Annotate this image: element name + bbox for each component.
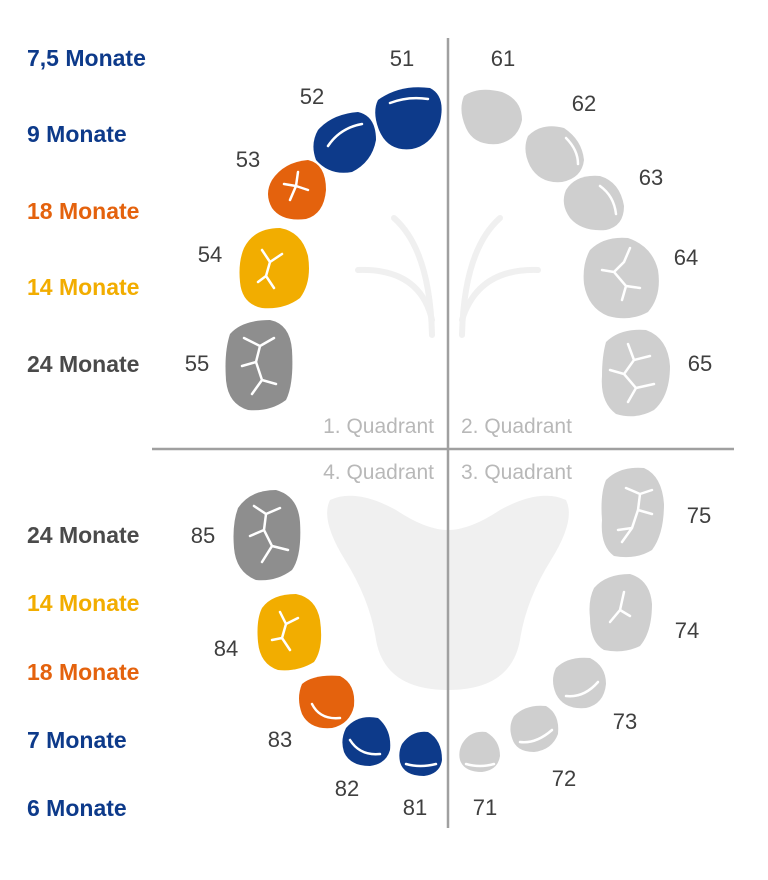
age-label-tooth-54: 14 Monate [27,274,139,300]
tooth-53-shape [268,160,326,220]
tooth-64-shape [583,237,659,319]
tooth-72 [510,705,559,752]
tooth-number-53: 53 [236,147,260,172]
tooth-73 [553,657,606,709]
tooth-number-74: 74 [675,618,699,643]
tooth-75-shape [601,467,664,558]
tooth-73-groove [564,680,600,698]
tooth-63 [563,175,624,231]
tooth-number-62: 62 [572,91,596,116]
tooth-81-groove [404,762,438,768]
lower-age-labels: 24 Monate 14 Monate 18 Monate 7 Monate 6… [27,522,139,821]
tooth-65-fissure [608,342,656,404]
tooth-52-shape [313,112,376,173]
tooth-number-61: 61 [491,46,515,71]
tooth-72-groove [518,728,554,744]
tooth-55 [225,320,293,411]
tooth-number-73: 73 [613,709,637,734]
tooth-number-81: 81 [403,795,427,820]
tooth-84 [257,594,322,671]
tooth-83 [299,675,355,729]
age-label-tooth-84: 14 Monate [27,590,139,616]
tooth-84-shape [257,594,322,671]
tooth-number-72: 72 [552,766,576,791]
tooth-71-shape [459,731,500,772]
age-label-tooth-85: 24 Monate [27,522,139,548]
tooth-65-shape [601,329,670,417]
tooth-85-fissure [248,504,290,564]
tooth-74 [589,574,652,652]
quadrant-4-label: 4. Quadrant [323,461,434,484]
tooth-53-fissure [282,170,310,202]
tooth-65 [601,329,670,417]
tooth-75-fissure [616,486,654,544]
tooth-55-fissure [240,336,278,396]
tooth-55-shape [225,320,293,411]
tooth-61-shape [461,89,522,145]
palate-lines [355,215,541,338]
tooth-number-82: 82 [335,776,359,801]
palate-line-left-inner [355,266,435,323]
tooth-numbers: 51 52 53 54 55 61 62 63 64 65 85 84 83 8… [185,46,712,820]
tooth-54-shape [239,228,309,309]
tooth-number-52: 52 [300,84,324,109]
tooth-72-shape [510,705,559,752]
tooth-63-groove [598,184,618,216]
tooth-71 [459,731,500,772]
quadrant-2-label: 2. Quadrant [461,415,572,438]
tooth-number-64: 64 [674,245,698,270]
tooth-74-shape [589,574,652,652]
age-label-tooth-81: 6 Monate [27,795,127,821]
tooth-82-groove [348,738,382,756]
tooth-71-groove [464,762,496,768]
tooth-81 [399,731,442,776]
tooth-number-84: 84 [214,636,238,661]
tooth-number-75: 75 [687,503,711,528]
tooth-number-71: 71 [473,795,497,820]
tooth-number-65: 65 [688,351,712,376]
tooth-53 [268,160,326,220]
tooth-number-55: 55 [185,351,209,376]
tooth-64-fissure [600,246,642,302]
tooth-51-shape [375,87,442,150]
tooth-75 [601,467,664,558]
palate-line-right-inner [459,266,541,323]
tooth-51-groove [388,96,430,105]
age-label-tooth-52: 9 Monate [27,121,127,147]
quadrant-1-label: 1. Quadrant [323,415,434,438]
quadrant-3-label: 3. Quadrant [461,461,572,484]
tooth-61 [461,89,522,145]
tooth-63-shape [563,175,624,231]
age-label-tooth-51: 7,5 Monate [27,45,146,71]
age-label-tooth-53: 18 Monate [27,198,139,224]
tooth-64 [583,237,659,319]
tooth-number-63: 63 [639,165,663,190]
tooth-84-fissure [270,610,300,652]
tooth-51 [375,87,442,150]
tooth-number-83: 83 [268,727,292,752]
tooth-74-fissure [608,590,632,624]
tooth-85 [233,490,301,581]
tooth-54-fissure [256,248,284,290]
tooth-83-groove [310,702,342,720]
tooth-81-shape [399,731,442,776]
tooth-52-groove [326,122,364,148]
age-label-tooth-83: 18 Monate [27,659,139,685]
tooth-number-85: 85 [191,523,215,548]
tooth-62-groove [564,136,580,166]
tooth-62 [525,126,584,183]
tooth-54 [239,228,309,309]
tooth-83-shape [299,675,355,729]
tooth-number-51: 51 [390,46,414,71]
tooth-number-54: 54 [198,242,222,267]
age-label-tooth-55: 24 Monate [27,351,139,377]
age-label-tooth-82: 7 Monate [27,727,127,753]
upper-age-labels: 7,5 Monate 9 Monate 18 Monate 14 Monate … [27,45,146,377]
tooth-82 [342,717,391,766]
tooth-52 [313,112,376,173]
